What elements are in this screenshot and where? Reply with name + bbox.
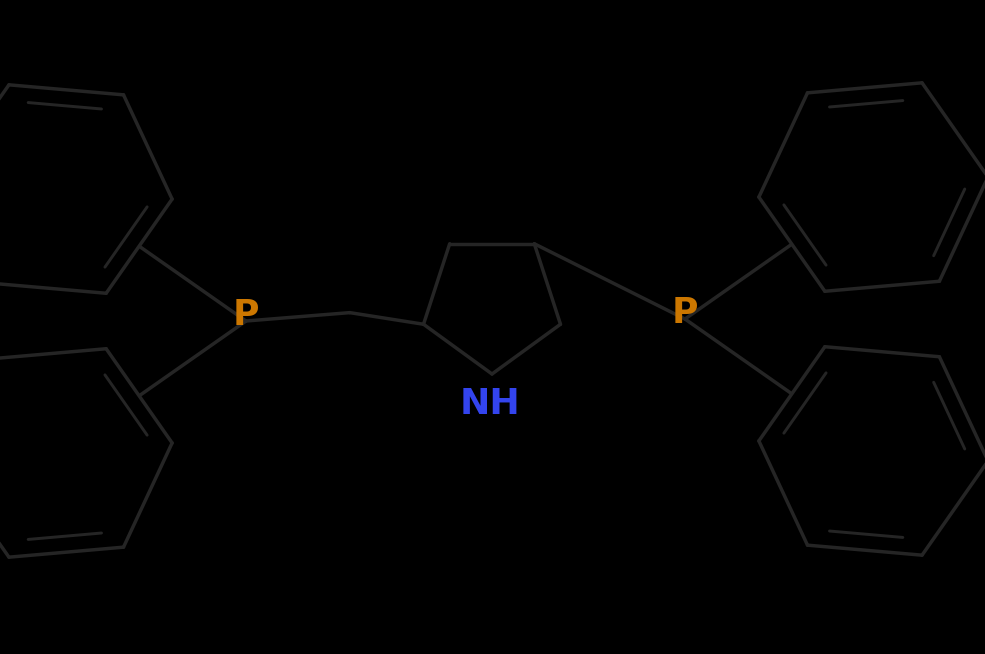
Text: NH: NH xyxy=(460,387,520,421)
Text: P: P xyxy=(232,298,259,332)
Text: P: P xyxy=(672,296,698,330)
